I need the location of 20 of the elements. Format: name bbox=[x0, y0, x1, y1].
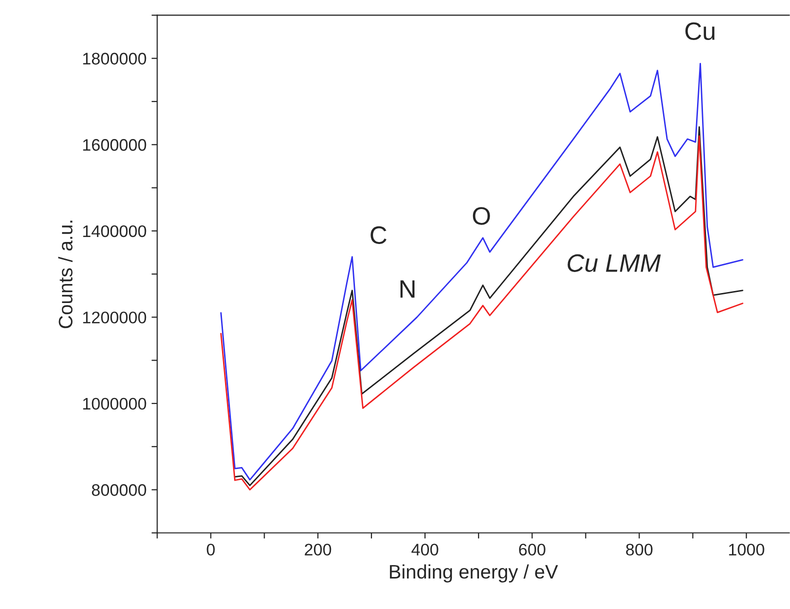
x-axis-title: Binding energy / eV bbox=[390, 564, 558, 583]
y-tick-label: 1000000 bbox=[83, 398, 146, 410]
y-tick-label: 1800000 bbox=[83, 52, 146, 65]
line-series bbox=[220, 62, 744, 481]
x-tick-label: 0 bbox=[206, 544, 215, 556]
annotation: Cu LMM bbox=[568, 254, 661, 272]
y-axis-title: Counts / a.u. bbox=[58, 220, 73, 328]
annotation: O bbox=[472, 207, 490, 225]
x-tick-label: 800 bbox=[626, 544, 652, 556]
annotation: C bbox=[370, 226, 386, 244]
y-tick-label: 1600000 bbox=[83, 139, 146, 151]
x-tick-label: 600 bbox=[519, 544, 546, 556]
annotation: Cu bbox=[685, 22, 714, 40]
x-tick-label: 1000 bbox=[729, 544, 764, 556]
x-tick-label: 400 bbox=[411, 544, 438, 556]
y-tick-label: 800000 bbox=[92, 484, 146, 496]
x-tick-label: 200 bbox=[304, 544, 332, 556]
annotation: N bbox=[400, 280, 414, 298]
y-tick-label: 1200000 bbox=[83, 312, 146, 324]
y-tick-label: 1400000 bbox=[83, 225, 146, 238]
